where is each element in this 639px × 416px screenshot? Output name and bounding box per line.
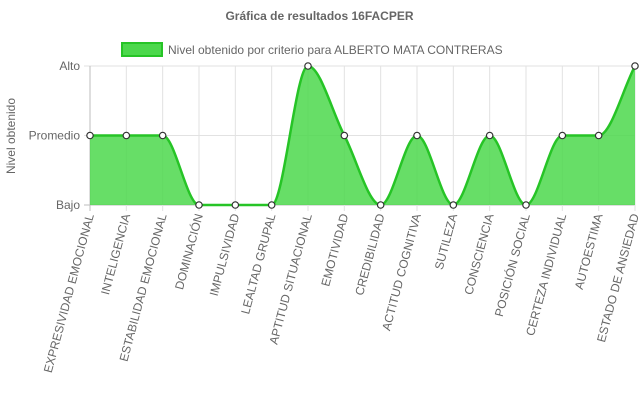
series-area-fill [90,66,635,205]
x-tick-label: EMOTIVIDAD [318,212,351,288]
legend-swatch [121,42,163,57]
data-point[interactable] [340,131,349,140]
plot-area [86,62,639,209]
x-tick-label: CREDIBILIDAD [352,212,387,297]
data-point[interactable] [122,131,131,140]
data-point[interactable] [413,131,421,140]
y-tick-label: Promedio [29,129,81,143]
data-point[interactable] [376,201,385,209]
data-point[interactable] [304,62,312,70]
y-tick-label: Alto [59,59,80,73]
data-point[interactable] [631,62,639,70]
data-point[interactable] [485,131,494,140]
data-point[interactable] [558,131,567,140]
x-tick-label: SUTILEZA [432,212,460,271]
x-tick-label: CERTEZA INDIVIDUAL [523,212,569,337]
x-tick-label: LEALTAD GRUPAL [238,212,278,316]
x-tick-label: DOMINACIÓN [171,212,206,291]
data-point[interactable] [86,131,94,140]
data-point[interactable] [231,201,240,209]
y-axis-ticks: Bajo Promedio Alto [29,59,81,212]
x-axis-ticks: EXPRESIVIDAD EMOCIONAL INTELIGENCIAESTABI… [41,212,639,375]
y-tick-label: Bajo [56,198,80,212]
chart-title: Gráfica de resultados 16FACPER [225,9,413,23]
data-point[interactable] [594,131,603,140]
series-line [89,64,637,207]
x-tick-label: IMPULSIVIDAD [207,212,243,298]
x-tick-label: POSICIÓN SOCIAL [491,212,533,319]
x-tick-label: CONSCIENCIA [461,212,496,296]
data-point[interactable] [195,201,203,209]
x-tick-label: ACTITUD COGNITIVA [379,212,424,332]
y-axis-title: Nivel obtenido [4,98,18,174]
x-tick-label: EXPRESIVIDAD EMOCIONAL [41,212,97,374]
data-point[interactable] [449,201,458,209]
x-tick-label: AUTOESTIMA [572,212,606,291]
x-tick-label: INTELIGENCIA [98,212,133,296]
data-point[interactable] [267,201,276,209]
legend-label: Nivel obtenido por criterio para ALBERTO… [168,43,503,57]
legend[interactable]: Nivel obtenido por criterio para ALBERTO… [121,42,503,57]
data-point[interactable] [158,131,167,140]
data-point[interactable] [522,201,530,209]
